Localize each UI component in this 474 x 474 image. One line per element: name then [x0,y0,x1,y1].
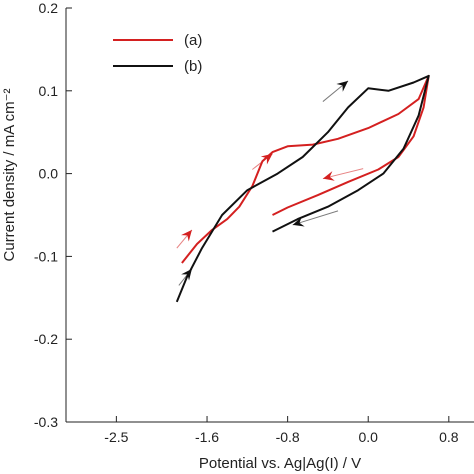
direction-arrow [252,153,273,170]
y-tick-label: 0.1 [39,83,59,99]
y-tick-label: -0.2 [34,331,58,347]
plot-frame [65,8,474,423]
legend-label: (a) [184,32,202,49]
y-tick-label: -0.3 [34,414,58,430]
x-axis-title: Potential vs. Ag|Ag(I) / V [199,455,361,472]
y-tick-label: 0.0 [39,166,59,182]
x-tick-label: -1.6 [195,429,219,445]
direction-arrows [176,80,364,286]
direction-arrow [292,210,339,227]
y-tick-label: -0.1 [34,248,58,264]
direction-arrow [178,268,193,286]
x-tick-label: 0.0 [358,429,378,445]
series-line-b [175,74,430,303]
x-tick-label: -2.5 [104,429,128,445]
legend-label: (b) [184,58,202,75]
series-layer [175,74,430,303]
series-line-a [181,74,430,264]
y-axis-ticks: -0.3 -0.2 -0.1 0.0 0.1 0.2 [34,0,72,430]
y-tick-label: 0.2 [39,0,59,16]
direction-arrow [322,168,364,181]
x-tick-label: 0.8 [439,429,459,445]
x-tick-label: -0.8 [276,429,300,445]
y-axis-title: Current density / mA cm⁻² [1,89,18,262]
direction-arrow [176,229,193,249]
x-axis-ticks: -2.5 -1.6 -0.8 0.0 0.8 [104,416,459,445]
legend: (a) (b) [113,32,202,75]
direction-arrow [322,80,349,102]
